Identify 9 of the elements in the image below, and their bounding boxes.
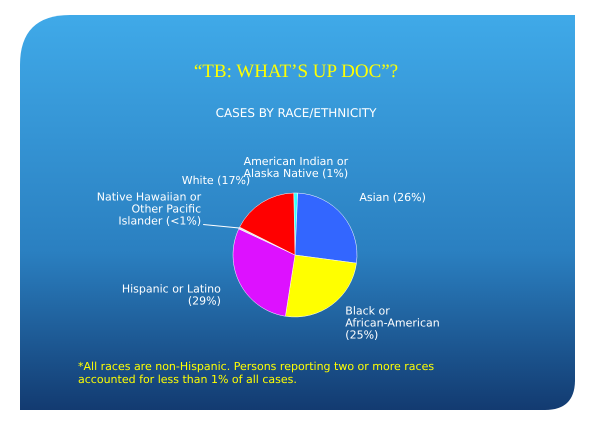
data-label: (25%) — [345, 328, 378, 342]
slice-label: Native Hawaiian or Other Pacific Islander (<1%) — [96, 190, 202, 228]
slice-label: Asian (26%) — [359, 191, 426, 204]
slice-label: Black or African-American — [345, 304, 440, 330]
text: *All races are non-Hispanic. Persons reporting two or more races accounted for less than 1% of all cases. — [78, 360, 434, 386]
slice-label: Hispanic or Latino — [122, 282, 222, 296]
chart-subtitle: CASES BY RACE/ETHNICITY — [216, 106, 378, 120]
data-label: (29%) — [188, 294, 221, 308]
chart-title: “TB: WHAT’S UP DOC”? — [194, 61, 398, 82]
